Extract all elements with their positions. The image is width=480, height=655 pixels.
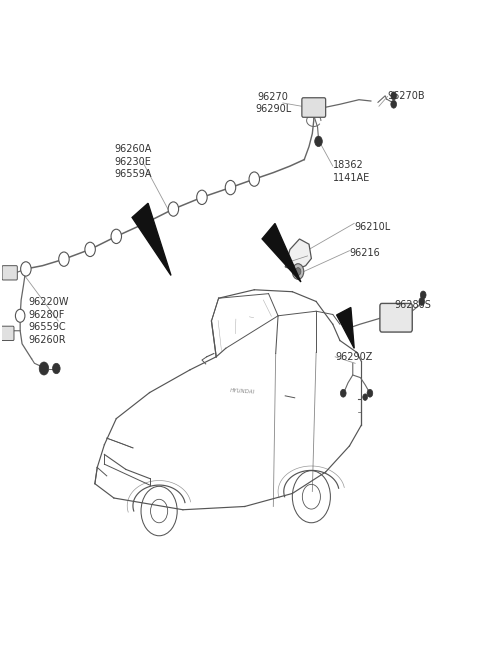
Polygon shape (132, 203, 171, 276)
FancyBboxPatch shape (0, 326, 14, 341)
Circle shape (39, 362, 48, 375)
Circle shape (315, 136, 322, 147)
Text: 96270
96290L: 96270 96290L (255, 92, 291, 115)
Text: 96270B: 96270B (387, 92, 425, 102)
Text: 96220W
96280F
96559C
96260R: 96220W 96280F 96559C 96260R (28, 297, 69, 345)
Circle shape (21, 262, 31, 276)
Text: 18362
1141AE: 18362 1141AE (333, 160, 370, 183)
Circle shape (391, 92, 396, 100)
Circle shape (367, 389, 373, 397)
Polygon shape (336, 307, 354, 348)
Text: HYUNDAI: HYUNDAI (229, 388, 255, 395)
Text: 96280S: 96280S (395, 300, 432, 310)
Circle shape (419, 297, 425, 305)
Circle shape (295, 268, 301, 276)
Circle shape (249, 172, 260, 186)
Text: 96260A
96230E
96559A: 96260A 96230E 96559A (114, 143, 151, 179)
FancyBboxPatch shape (2, 266, 17, 280)
Circle shape (363, 394, 368, 400)
Circle shape (168, 202, 179, 216)
Circle shape (292, 264, 304, 279)
Circle shape (197, 190, 207, 204)
Text: 96210L: 96210L (354, 221, 390, 232)
Circle shape (85, 242, 96, 257)
FancyBboxPatch shape (302, 98, 325, 117)
Circle shape (59, 252, 69, 267)
Circle shape (420, 291, 426, 299)
Circle shape (391, 100, 396, 108)
FancyBboxPatch shape (380, 303, 412, 332)
Circle shape (140, 216, 150, 231)
Text: 96216: 96216 (349, 248, 380, 257)
Circle shape (52, 364, 60, 374)
Text: 96290Z: 96290Z (335, 352, 372, 362)
Circle shape (111, 229, 121, 244)
Polygon shape (262, 223, 301, 282)
Polygon shape (285, 239, 312, 269)
Circle shape (15, 309, 25, 322)
Circle shape (42, 365, 47, 372)
Circle shape (225, 180, 236, 195)
Circle shape (340, 389, 346, 397)
